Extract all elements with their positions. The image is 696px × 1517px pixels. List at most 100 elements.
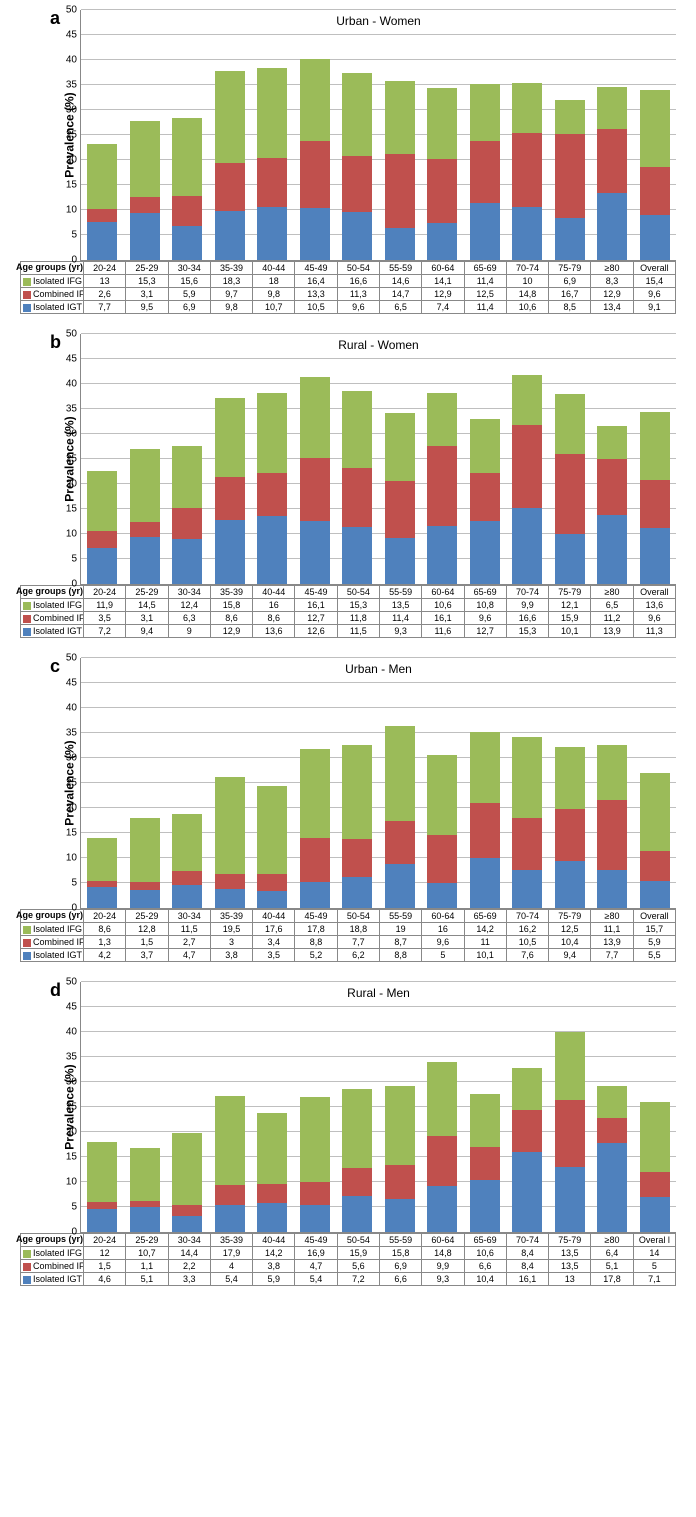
chart-area: Rural - Women05101520253035404550Prevale… (80, 334, 676, 585)
seg-ifg (512, 737, 542, 818)
data-cell: 6,5 (591, 599, 633, 612)
column-header: 55-59 (379, 1234, 421, 1247)
seg-combined (640, 1172, 670, 1197)
seg-igt (512, 508, 542, 585)
seg-ifg (130, 818, 160, 882)
bar-slot (634, 658, 677, 908)
seg-ifg (512, 83, 542, 133)
data-cell: 15,9 (549, 612, 591, 625)
data-cell: 9,3 (379, 625, 421, 638)
data-cell: 13,6 (253, 625, 295, 638)
seg-combined (342, 839, 372, 878)
seg-combined (87, 1202, 117, 1210)
seg-igt (555, 218, 585, 261)
data-cell: 13,4 (591, 301, 633, 314)
seg-igt (470, 203, 500, 260)
column-header: ≥80 (591, 1234, 633, 1247)
x-axis-label: Age groups (yr) (16, 1234, 83, 1244)
legend-swatch (23, 952, 31, 960)
bar-slot (81, 10, 124, 260)
column-header: 20-24 (84, 586, 126, 599)
data-cell: 7,7 (591, 949, 633, 962)
seg-igt (130, 890, 160, 909)
data-cell: 14,8 (506, 288, 548, 301)
data-cell: 17,8 (591, 1273, 633, 1286)
panel-c: cUrban - Men05101520253035404550Prevalen… (10, 658, 686, 962)
data-cell: 7,4 (422, 301, 464, 314)
data-cell: 11,5 (168, 923, 210, 936)
chart-area: Urban - Women05101520253035404550Prevale… (80, 10, 676, 261)
data-cell: 16,7 (549, 288, 591, 301)
bar-slot (591, 10, 634, 260)
bar-stack (215, 1096, 245, 1233)
y-tick: 45 (53, 354, 77, 365)
column-header: 25-29 (126, 586, 168, 599)
seg-ifg (427, 88, 457, 159)
y-tick: 10 (53, 1177, 77, 1188)
seg-ifg (215, 398, 245, 477)
data-cell: 16,9 (295, 1247, 337, 1260)
bar-slot (124, 658, 167, 908)
bar-stack (470, 84, 500, 261)
seg-combined (300, 458, 330, 522)
seg-igt (597, 1143, 627, 1232)
data-cell: 16,1 (422, 612, 464, 625)
data-cell: 7,2 (84, 625, 126, 638)
data-cell: 14,2 (253, 1247, 295, 1260)
data-cell: 14,2 (464, 923, 506, 936)
column-header: 35-39 (210, 262, 252, 275)
seg-combined (512, 425, 542, 508)
data-cell: 16 (253, 599, 295, 612)
data-cell: 9,4 (549, 949, 591, 962)
seg-combined (87, 209, 117, 222)
y-tick: 40 (53, 55, 77, 66)
row-label-text: Isolated IFG (33, 924, 82, 934)
data-cell: 12 (84, 1247, 126, 1260)
data-cell: 8,8 (379, 949, 421, 962)
column-header: 20-24 (84, 1234, 126, 1247)
bar-slot (634, 10, 677, 260)
column-header: 55-59 (379, 262, 421, 275)
data-cell: 16,6 (337, 275, 379, 288)
bar-slot (549, 10, 592, 260)
data-cell: 7,1 (633, 1273, 675, 1286)
bar-slot (464, 982, 507, 1232)
seg-ifg (342, 1089, 372, 1169)
bar-stack (555, 394, 585, 585)
bar-stack (512, 737, 542, 909)
row-label-igt: Isolated IGT (21, 301, 84, 314)
data-cell: 5 (422, 949, 464, 962)
data-cell: 6,9 (549, 275, 591, 288)
row-label-igt: Isolated IGT (21, 1273, 84, 1286)
data-cell: 14,6 (379, 275, 421, 288)
data-cell: 9 (168, 625, 210, 638)
bar-stack (385, 81, 415, 260)
bar-slot (166, 334, 209, 584)
data-cell: 11,9 (84, 599, 126, 612)
column-header: 25-29 (126, 1234, 168, 1247)
data-cell: 12,7 (295, 612, 337, 625)
bar-stack (640, 773, 670, 909)
bar-stack (597, 1086, 627, 1233)
y-tick: 5 (53, 230, 77, 241)
seg-igt (300, 521, 330, 584)
data-cell: 5,4 (295, 1273, 337, 1286)
data-cell: 13,5 (549, 1247, 591, 1260)
bar-slot (166, 10, 209, 260)
seg-ifg (597, 87, 627, 129)
data-cell: 13 (84, 275, 126, 288)
data-cell: 14,4 (168, 1247, 210, 1260)
seg-igt (257, 891, 287, 909)
y-tick: 35 (53, 728, 77, 739)
bar-stack (342, 73, 372, 261)
seg-combined (597, 800, 627, 870)
data-cell: 2,2 (168, 1260, 210, 1273)
column-header: 30-34 (168, 262, 210, 275)
row-label-igt: Isolated IGT (21, 949, 84, 962)
seg-ifg (640, 1102, 670, 1172)
column-header: 65-69 (464, 586, 506, 599)
bar-stack (87, 471, 117, 584)
seg-igt (427, 1186, 457, 1233)
bar-stack (257, 393, 287, 584)
data-cell: 18,8 (337, 923, 379, 936)
